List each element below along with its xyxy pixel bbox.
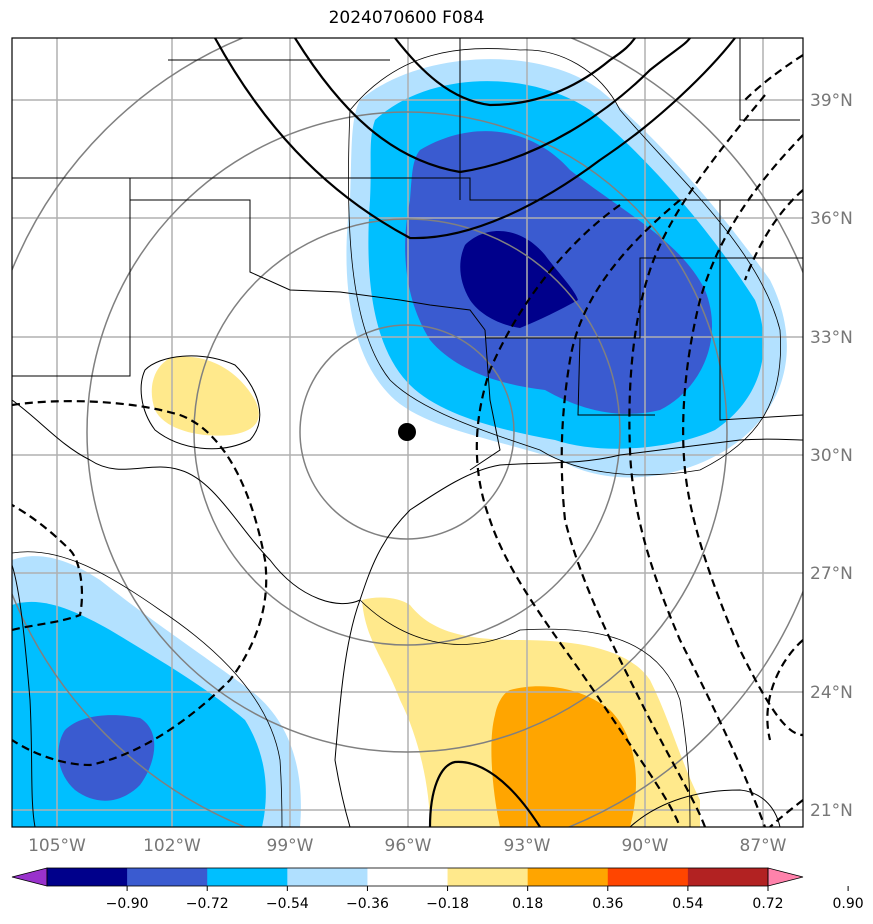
colorbar-outline	[46, 867, 769, 887]
lat-label: 24°N	[810, 683, 853, 703]
dashed-contours	[12, 54, 803, 827]
colorbar-tick-label: 0.72	[752, 896, 783, 912]
political-borders	[12, 38, 803, 827]
negative-anomaly-northeast	[346, 59, 787, 478]
colorbar-tick-label: −0.36	[346, 896, 389, 912]
lon-label: 105°W	[28, 836, 86, 856]
map-frame	[11, 37, 804, 828]
colorbar: −0.90 −0.72 −0.54 −0.36 −0.18 0.18 0.36 0.54 0.7…	[11, 867, 864, 912]
lat-label: 27°N	[810, 564, 853, 584]
lon-label: 87°W	[740, 836, 787, 856]
colorbar-segment	[367, 868, 449, 886]
colorbar-tick-label: 0.54	[672, 896, 703, 912]
center-marker	[398, 423, 416, 441]
colorbar-segment	[447, 868, 529, 886]
lon-label: 90°W	[622, 836, 669, 856]
colorbar-tick-label: −0.54	[266, 896, 309, 912]
colorbar-tick-label: −0.72	[186, 896, 229, 912]
lon-label: 93°W	[504, 836, 551, 856]
latitude-labels: 39°N 36°N 33°N 30°N 27°N 24°N 21°N	[810, 91, 853, 821]
lat-label: 21°N	[810, 801, 853, 821]
map-area	[12, 38, 803, 827]
lon-label: 102°W	[143, 836, 201, 856]
lon-label: 99°W	[267, 836, 314, 856]
colorbar-extend-low	[11, 867, 48, 887]
colorbar-tick-label: 0.18	[512, 896, 543, 912]
colorbar-tick-label: −0.18	[426, 896, 469, 912]
map-title: 2024070600 F084	[328, 8, 485, 28]
longitude-labels: 105°W 102°W 99°W 96°W 93°W 90°W 87°W	[28, 836, 787, 856]
lat-label: 39°N	[810, 91, 853, 111]
colorbar-segment	[287, 868, 368, 886]
colorbar-segment	[527, 868, 609, 886]
colorbar-segment	[127, 868, 208, 886]
lat-label: 36°N	[810, 209, 853, 229]
lon-label: 96°W	[385, 836, 432, 856]
colorbar-tick-label: 0.36	[592, 896, 623, 912]
colorbar-segment	[47, 868, 128, 886]
lat-label: 30°N	[810, 446, 853, 466]
colorbar-tick-label: 0.90	[833, 896, 864, 912]
colorbar-segment	[607, 868, 689, 886]
colorbar-segment	[207, 868, 288, 886]
range-rings	[12, 38, 803, 827]
colorbar-tick-label: −0.90	[106, 896, 149, 912]
colorbar-segment	[687, 868, 769, 886]
solid-contours	[214, 38, 736, 827]
colorbar-extend-high	[767, 867, 804, 887]
lat-label: 33°N	[810, 328, 853, 348]
positive-anomaly-west	[151, 356, 259, 436]
